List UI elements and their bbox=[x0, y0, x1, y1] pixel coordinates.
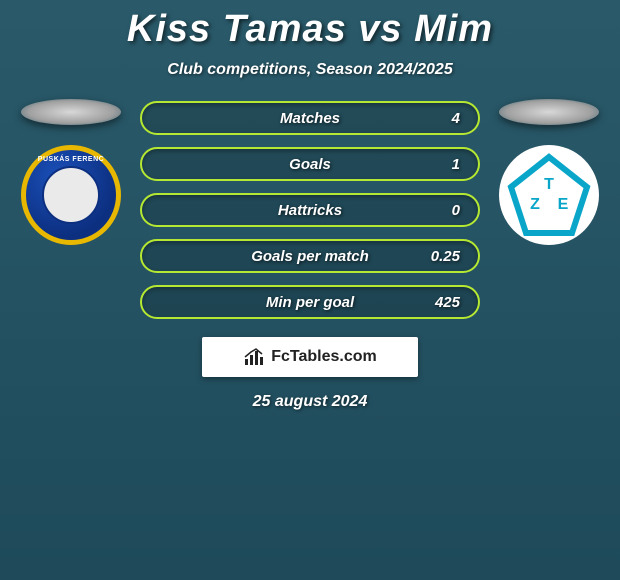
footer-date: 25 august 2024 bbox=[0, 393, 620, 411]
player-left-col: PUSKÁS FERENC bbox=[16, 99, 126, 245]
page-title: Kiss Tamas vs Mim bbox=[0, 8, 620, 51]
brand-text: FcTables.com bbox=[271, 348, 377, 366]
stats-column: Matches 4 Goals 1 Hattricks 0 Goals per … bbox=[140, 101, 480, 319]
chart-icon bbox=[243, 347, 265, 367]
stat-label: Goals bbox=[160, 156, 460, 173]
main-row: PUSKÁS FERENC Matches 4 Goals 1 Hattrick… bbox=[0, 99, 620, 319]
svg-text:Z: Z bbox=[530, 196, 540, 213]
stat-label: Min per goal bbox=[160, 294, 460, 311]
brand-box: FcTables.com bbox=[202, 337, 418, 377]
stat-bar-min-per-goal: Min per goal 425 bbox=[140, 285, 480, 319]
stat-bar-goals: Goals 1 bbox=[140, 147, 480, 181]
stat-value: 0 bbox=[452, 202, 460, 219]
badge-left-label: PUSKÁS FERENC bbox=[38, 156, 104, 163]
infographic-root: Kiss Tamas vs Mim Club competitions, Sea… bbox=[0, 0, 620, 411]
club-badge-left: PUSKÁS FERENC bbox=[21, 145, 121, 245]
stat-label: Goals per match bbox=[160, 248, 460, 265]
player-right-col: T Z E bbox=[494, 99, 604, 245]
stat-value: 0.25 bbox=[431, 248, 460, 265]
stat-label: Hattricks bbox=[160, 202, 460, 219]
stat-bar-goals-per-match: Goals per match 0.25 bbox=[140, 239, 480, 273]
stat-value: 1 bbox=[452, 156, 460, 173]
stat-value: 425 bbox=[435, 294, 460, 311]
shadow-ellipse-left bbox=[21, 99, 121, 125]
badge-left-portrait bbox=[42, 166, 100, 224]
stat-label: Matches bbox=[160, 110, 460, 127]
svg-text:E: E bbox=[558, 196, 569, 213]
club-badge-right: T Z E bbox=[499, 145, 599, 245]
stat-value: 4 bbox=[452, 110, 460, 127]
stat-bar-hattricks: Hattricks 0 bbox=[140, 193, 480, 227]
svg-text:T: T bbox=[544, 176, 554, 193]
shadow-ellipse-right bbox=[499, 99, 599, 125]
page-subtitle: Club competitions, Season 2024/2025 bbox=[0, 61, 620, 79]
stat-bar-matches: Matches 4 bbox=[140, 101, 480, 135]
